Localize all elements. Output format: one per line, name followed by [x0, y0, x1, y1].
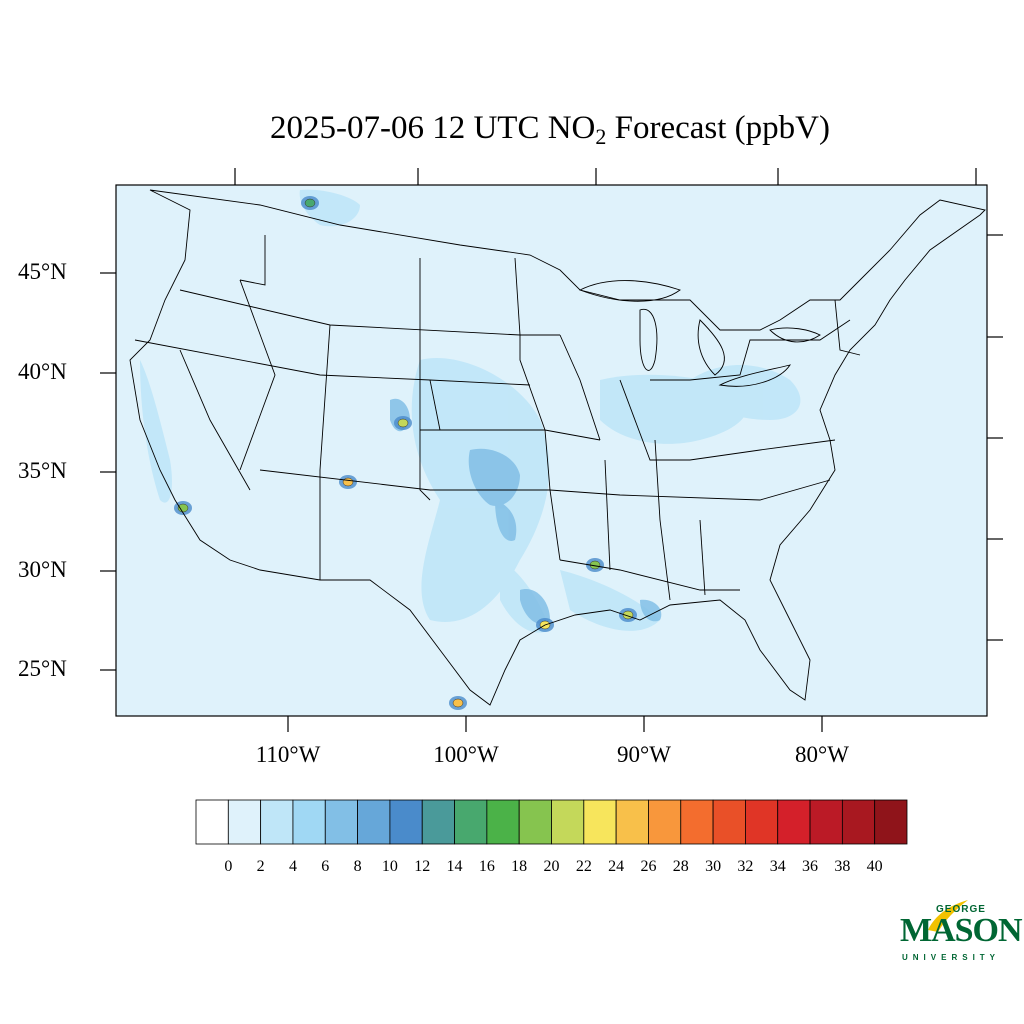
colorbar-swatch	[227, 799, 262, 845]
hotspot-chihuahua	[304, 198, 316, 208]
colorbar-tick-label: 2	[256, 858, 265, 875]
colorbar-swatch	[454, 799, 488, 845]
boundary-lines	[129, 189, 986, 706]
colorbar-swatch	[292, 799, 326, 845]
lat-label-35: 35°N	[18, 458, 67, 483]
colorbar-tick-label: 22	[575, 858, 592, 875]
colorbar-swatch	[777, 799, 811, 845]
colorbar-swatch	[260, 799, 294, 845]
colorbar-tick-label: 26	[640, 858, 657, 875]
colorbar-tick-label: 0	[224, 858, 233, 875]
colorbar-swatch	[712, 799, 746, 845]
lat-label-40: 40°N	[18, 359, 67, 384]
colorbar-swatch	[518, 799, 552, 845]
colorbar-tick-label: 14	[446, 858, 463, 875]
colorbar-tick-label: 16	[478, 858, 495, 875]
lon-label-110w: 110°W	[255, 742, 321, 767]
colorbar-swatch	[486, 799, 520, 845]
logo-university-text: UNIVERSITY	[902, 953, 1001, 962]
colorbar-tick-label: 18	[511, 858, 528, 875]
colorbar-swatch	[615, 799, 649, 845]
colorbar-tick-label: 36	[802, 858, 819, 875]
bottom-ticks	[287, 716, 823, 732]
colorbar-swatch	[648, 799, 682, 845]
colorbar-tick-label: 8	[353, 858, 362, 875]
colorbar-swatch	[680, 799, 714, 845]
colorbar-tick-label: 12	[414, 858, 431, 875]
colorbar-swatch	[841, 799, 876, 845]
colorbar-swatch	[745, 799, 779, 845]
hotspot-albuquerque	[342, 477, 354, 487]
lon-label-90w: 90°W	[617, 742, 671, 767]
logo-george-text: GEORGE	[936, 904, 986, 915]
colorbar-tick-label: 10	[381, 858, 398, 875]
hotspots	[174, 196, 637, 710]
top-ticks	[234, 168, 977, 185]
colorbar-swatch	[551, 799, 585, 845]
lat-label-45: 45°N	[18, 259, 67, 284]
colorbar-swatch	[874, 799, 908, 845]
lon-label-100w: 100°W	[433, 742, 499, 767]
title-prefix: 2025-07-06 12 UTC NO	[269, 110, 596, 146]
colorbar-tick-label: 20	[543, 858, 560, 875]
colorbar-tick-label: 6	[321, 858, 330, 875]
map-frame	[115, 184, 988, 717]
hotspot-denver	[397, 418, 409, 428]
title-suffix: Forecast (ppbV)	[606, 110, 830, 146]
colorbar-tick-label: 40	[866, 858, 883, 875]
colorbar-swatch	[421, 799, 455, 845]
chart-title: 2025-07-06 12 UTC NO2 Forecast (ppbV)	[0, 110, 1024, 150]
colorbar-tick-label: 28	[672, 858, 689, 875]
colorbar-swatch	[809, 799, 843, 845]
colorbar-swatch	[389, 799, 423, 845]
logo-swoosh-icon	[928, 900, 968, 932]
gmu-logo: GEORGE MASON UNIVERSITY	[896, 898, 1023, 970]
us-outline	[129, 189, 986, 706]
colorbar	[195, 799, 908, 845]
colorbar-tick-label: 4	[288, 858, 297, 875]
left-ticks	[100, 272, 116, 671]
hotspot-monterrey	[452, 698, 464, 708]
colorbar-tick-label: 34	[769, 858, 786, 875]
colorbar-tick-label: 38	[834, 858, 851, 875]
colorbar-swatch	[324, 799, 358, 845]
right-ticks	[987, 234, 1003, 641]
logo-mason-text: MASON	[900, 912, 1023, 949]
colorbar-swatch	[357, 799, 391, 845]
colorbar-swatch	[195, 799, 229, 845]
colorbar-swatch	[583, 799, 617, 845]
great-lakes	[578, 280, 821, 387]
lon-label-80w: 80°W	[795, 742, 849, 767]
colorbar-tick-label: 24	[608, 858, 625, 875]
map-background	[116, 185, 987, 716]
lat-label-30: 30°N	[18, 557, 67, 582]
colorbar-tick-label: 30	[705, 858, 722, 875]
lat-label-25: 25°N	[18, 656, 67, 681]
colorbar-tick-label: 32	[737, 858, 754, 875]
title-subscript: 2	[595, 124, 607, 149]
